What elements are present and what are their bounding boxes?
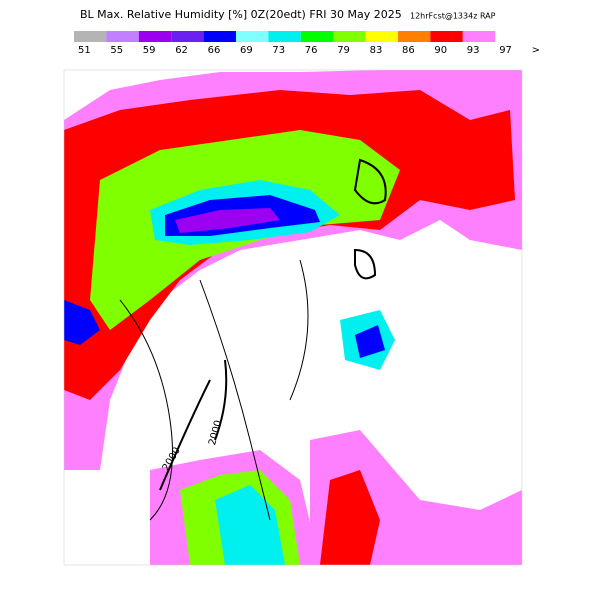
- legend-label: 62: [175, 45, 188, 56]
- legend-label: 66: [208, 45, 221, 56]
- legend-swatch: [203, 31, 236, 42]
- legend-swatch: [430, 31, 463, 42]
- moist-region: [175, 208, 280, 233]
- contour: [119, 259, 309, 521]
- legend-label: 51: [78, 45, 91, 56]
- legend-label: 86: [402, 45, 415, 56]
- title: BL Max. Relative Humidity [%] 0Z(20edt) …: [80, 8, 402, 21]
- legend-label: 83: [370, 45, 383, 56]
- legend-label: 93: [467, 45, 480, 56]
- legend-label: 90: [434, 45, 447, 56]
- legend-label: 69: [240, 45, 253, 56]
- legend-swatch: [236, 31, 269, 42]
- legend-swatch: [300, 31, 334, 42]
- legend-swatch: [138, 31, 172, 42]
- moist-region: [215, 485, 285, 565]
- legend-label: 55: [110, 45, 123, 56]
- contour: [159, 359, 228, 491]
- subtitle: 12hrFcst@1334z RAP: [410, 12, 496, 21]
- legend-label: 79: [337, 45, 350, 56]
- moist-region: [64, 300, 100, 345]
- legend-swatch: [74, 31, 107, 42]
- legend-swatch: [365, 31, 398, 42]
- map: 2000 2000: [63, 69, 523, 566]
- legend: 51 55 59 62 66 69 73 76 79 83 86 90 93 97 >: [74, 31, 540, 56]
- legend-label: 97: [499, 45, 512, 56]
- legend-label: 59: [143, 45, 156, 56]
- moist-region: [320, 470, 380, 565]
- legend-swatch: [171, 31, 204, 42]
- legend-swatch: [268, 31, 301, 42]
- moist-region: [355, 325, 385, 358]
- legend-label: 73: [272, 45, 285, 56]
- legend-swatch: [106, 31, 139, 42]
- legend-label: 76: [305, 45, 318, 56]
- legend-swatch: [398, 31, 431, 42]
- legend-swatch: [333, 31, 366, 42]
- map-border: [63, 69, 523, 566]
- legend-swatch: [462, 31, 496, 42]
- legend-label: >: [532, 45, 540, 56]
- contour: [353, 158, 387, 280]
